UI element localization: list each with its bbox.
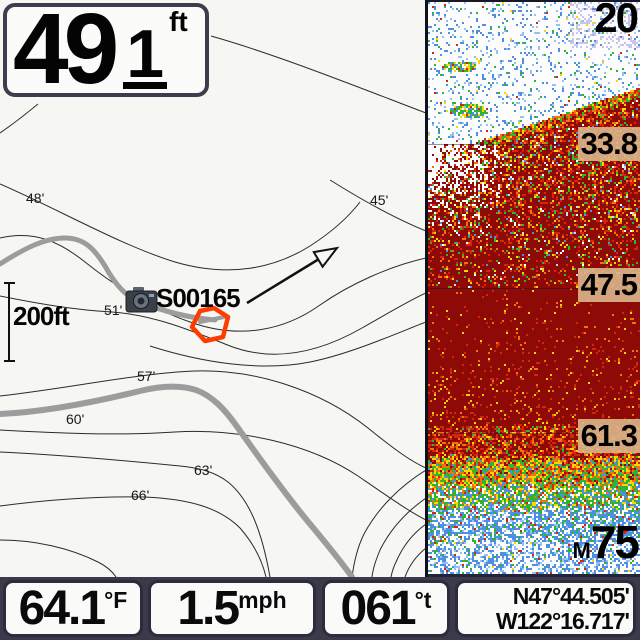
position-readout: N47°44.505' W122°16.717' bbox=[455, 580, 636, 637]
course-arrow bbox=[246, 246, 340, 305]
depth-readout: 49 1 ft bbox=[3, 0, 209, 105]
temperature-readout: 64.1 °F bbox=[3, 580, 143, 637]
sonar-pane[interactable]: 20 33.8 47.5 61.3 M75 bbox=[425, 0, 640, 577]
status-bar: 64.1 °F 1.5 mph 061 °t N47°44.505' W122°… bbox=[0, 577, 640, 640]
depth-scale-q1: 33.8 bbox=[577, 127, 640, 161]
contour-label-66: 66' bbox=[131, 487, 150, 503]
contour-label-51: 51' bbox=[104, 302, 123, 318]
contour-label-45: 45' bbox=[370, 192, 389, 208]
latitude-value: N47°44.505' bbox=[512, 582, 630, 609]
map-scale-label: 200ft bbox=[13, 301, 70, 331]
contour-label-57: 57' bbox=[137, 368, 156, 384]
depth-unit: ft bbox=[169, 6, 188, 37]
contour-label-48: 48' bbox=[26, 190, 45, 206]
map-graphics bbox=[0, 35, 426, 577]
depth-scale-q3: 61.3 bbox=[577, 419, 640, 453]
contour-label-63: 63' bbox=[194, 462, 213, 478]
longitude-value: W122°16.717' bbox=[495, 607, 630, 634]
contour-lines bbox=[0, 35, 426, 577]
contour-label-60: 60' bbox=[66, 411, 85, 427]
scale-bar bbox=[4, 282, 15, 362]
depth-scale-mid: 47.5 bbox=[577, 268, 640, 302]
depth-value-decimal: 1 bbox=[123, 20, 168, 89]
track-lines bbox=[0, 235, 355, 577]
waypoint-label: S00165 bbox=[156, 283, 241, 313]
heading-readout: 061 °t bbox=[322, 580, 450, 637]
camera-waypoint-icon bbox=[125, 287, 158, 313]
depth-scale-top: 20 bbox=[594, 0, 639, 41]
depth-scale-bottom: M75 bbox=[572, 516, 640, 568]
position-marker-icon bbox=[189, 305, 231, 344]
speed-readout: 1.5 mph bbox=[148, 580, 316, 637]
depth-value-int: 49 bbox=[13, 0, 119, 105]
